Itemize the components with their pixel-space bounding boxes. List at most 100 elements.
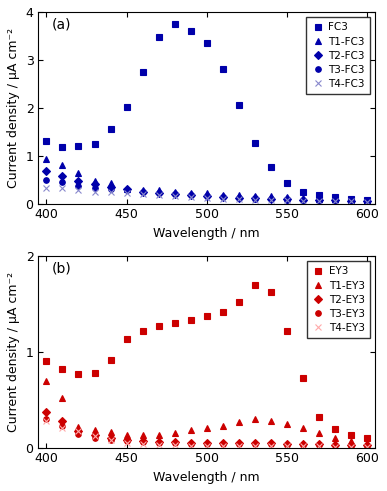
T2-EY3 xyxy=(333,442,337,448)
FC3 xyxy=(333,194,337,200)
T1-EY3 xyxy=(285,421,289,427)
T3-EY3 xyxy=(317,442,322,448)
T3-FC3 xyxy=(365,198,370,204)
T3-EY3 xyxy=(188,441,193,447)
T2-FC3 xyxy=(269,196,273,202)
Text: (b): (b) xyxy=(52,262,72,276)
T2-EY3 xyxy=(156,439,161,445)
EY3 xyxy=(60,366,65,372)
T2-EY3 xyxy=(365,442,370,448)
T2-FC3 xyxy=(172,191,177,197)
T4-FC3 xyxy=(333,198,337,204)
Line: T3-FC3: T3-FC3 xyxy=(44,177,370,204)
T1-FC3 xyxy=(44,156,49,162)
T3-FC3 xyxy=(76,183,81,189)
T2-FC3 xyxy=(92,181,97,187)
T4-FC3 xyxy=(301,198,305,204)
T4-FC3 xyxy=(365,199,370,205)
T2-FC3 xyxy=(156,190,161,195)
T1-FC3 xyxy=(253,193,257,199)
T2-FC3 xyxy=(108,184,113,190)
EY3 xyxy=(317,414,322,420)
T3-EY3 xyxy=(156,440,161,446)
T3-EY3 xyxy=(301,442,305,448)
T4-EY3 xyxy=(92,433,97,439)
T1-EY3 xyxy=(301,426,305,432)
T4-EY3 xyxy=(317,443,322,449)
T3-FC3 xyxy=(44,177,49,183)
FC3 xyxy=(172,21,177,27)
T3-EY3 xyxy=(365,443,370,449)
T4-EY3 xyxy=(60,426,65,432)
EY3 xyxy=(140,328,145,334)
T1-FC3 xyxy=(108,180,113,186)
EY3 xyxy=(92,370,97,376)
T3-FC3 xyxy=(253,196,257,202)
T2-FC3 xyxy=(44,168,49,174)
T4-FC3 xyxy=(349,198,353,204)
T2-FC3 xyxy=(317,197,322,203)
T4-EY3 xyxy=(204,443,209,449)
T4-EY3 xyxy=(156,442,161,448)
T4-FC3 xyxy=(221,196,225,202)
X-axis label: Wavelength / nm: Wavelength / nm xyxy=(154,471,260,484)
T2-EY3 xyxy=(92,432,97,438)
Legend: FC3, T1-FC3, T2-FC3, T3-FC3, T4-FC3: FC3, T1-FC3, T2-FC3, T3-FC3, T4-FC3 xyxy=(307,17,370,94)
T1-EY3 xyxy=(204,426,209,432)
T3-EY3 xyxy=(204,441,209,447)
T1-EY3 xyxy=(349,438,353,444)
T3-EY3 xyxy=(236,441,241,447)
EY3 xyxy=(124,336,129,342)
T3-FC3 xyxy=(221,194,225,200)
T3-FC3 xyxy=(60,179,65,185)
T1-EY3 xyxy=(76,424,81,430)
T2-FC3 xyxy=(140,189,145,194)
T1-EY3 xyxy=(124,432,129,438)
T3-FC3 xyxy=(269,196,273,202)
Line: T2-FC3: T2-FC3 xyxy=(44,169,370,203)
T4-EY3 xyxy=(44,418,49,424)
T4-EY3 xyxy=(269,443,273,449)
T4-FC3 xyxy=(156,192,161,198)
T4-FC3 xyxy=(253,197,257,203)
Line: T3-EY3: T3-EY3 xyxy=(44,416,370,448)
Line: T1-FC3: T1-FC3 xyxy=(43,156,371,204)
EY3 xyxy=(76,371,81,377)
Line: T1-EY3: T1-EY3 xyxy=(43,377,371,446)
T2-FC3 xyxy=(253,195,257,201)
FC3 xyxy=(76,143,81,149)
T1-FC3 xyxy=(172,189,177,194)
T3-EY3 xyxy=(108,437,113,443)
Line: T4-FC3: T4-FC3 xyxy=(43,184,371,205)
T1-EY3 xyxy=(108,429,113,435)
T4-FC3 xyxy=(269,197,273,203)
T1-EY3 xyxy=(140,432,145,438)
T1-FC3 xyxy=(301,195,305,201)
T1-FC3 xyxy=(188,190,193,196)
T4-FC3 xyxy=(76,187,81,193)
T4-EY3 xyxy=(76,429,81,435)
T3-FC3 xyxy=(317,197,322,203)
T4-FC3 xyxy=(108,189,113,195)
T2-FC3 xyxy=(124,186,129,192)
T2-EY3 xyxy=(301,441,305,447)
T3-FC3 xyxy=(285,197,289,203)
EY3 xyxy=(253,282,257,288)
T2-FC3 xyxy=(188,192,193,198)
T3-FC3 xyxy=(236,195,241,201)
T3-EY3 xyxy=(269,441,273,447)
T4-EY3 xyxy=(140,441,145,447)
EY3 xyxy=(204,313,209,319)
FC3 xyxy=(124,104,129,109)
T4-EY3 xyxy=(172,442,177,448)
T4-EY3 xyxy=(285,443,289,449)
Y-axis label: Current density / μA cm⁻²: Current density / μA cm⁻² xyxy=(7,27,20,188)
T3-FC3 xyxy=(204,193,209,199)
T1-FC3 xyxy=(204,190,209,196)
T2-EY3 xyxy=(204,440,209,446)
Line: FC3: FC3 xyxy=(43,21,371,204)
T4-EY3 xyxy=(253,443,257,449)
FC3 xyxy=(140,69,145,75)
FC3 xyxy=(221,66,225,72)
T1-EY3 xyxy=(236,419,241,425)
